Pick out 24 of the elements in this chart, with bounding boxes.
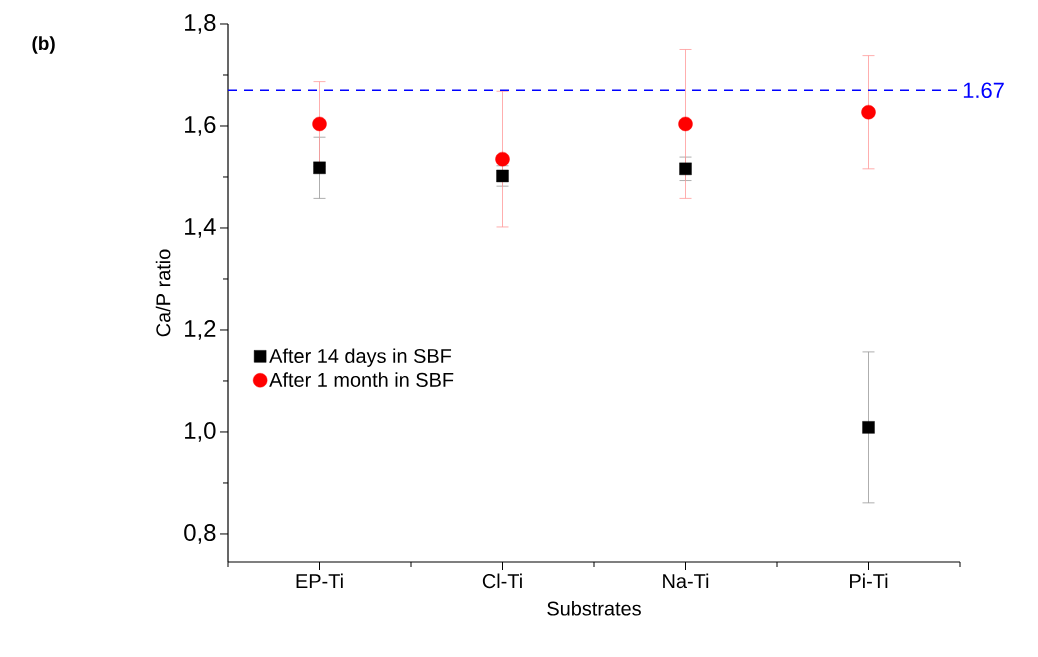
point (313, 161, 326, 174)
y-tick-label: 1,0 (185, 422, 216, 442)
legend-label: After 14 days in SBF (269, 348, 452, 367)
x-tick-label: Cl-Ti (482, 573, 522, 589)
point (861, 105, 876, 120)
point (679, 162, 692, 176)
y-tick-label: 1,4 (185, 218, 216, 238)
y-tick-label: 1,8 (185, 14, 216, 34)
x-tick-label: Na-Ti (663, 573, 709, 589)
point (312, 116, 327, 132)
y-tick-label: 1,6 (185, 116, 216, 136)
x-tick-label: EP-Ti (296, 573, 343, 588)
y-axis-title: Ca/P ratio (155, 249, 171, 337)
x-tick-label: Pi-Ti (850, 573, 888, 588)
x-axis-title: Substrates (547, 600, 641, 616)
ref-line-label: 1.67 (963, 82, 1004, 99)
point (862, 421, 875, 434)
legend-label: After 1 month in SBF (269, 372, 454, 387)
y-tick-label: 1,2 (185, 320, 216, 340)
text: (b) (32, 36, 55, 54)
point (495, 151, 510, 167)
point (678, 116, 693, 132)
y-tick-label: 0,8 (184, 524, 216, 544)
point (496, 169, 509, 183)
